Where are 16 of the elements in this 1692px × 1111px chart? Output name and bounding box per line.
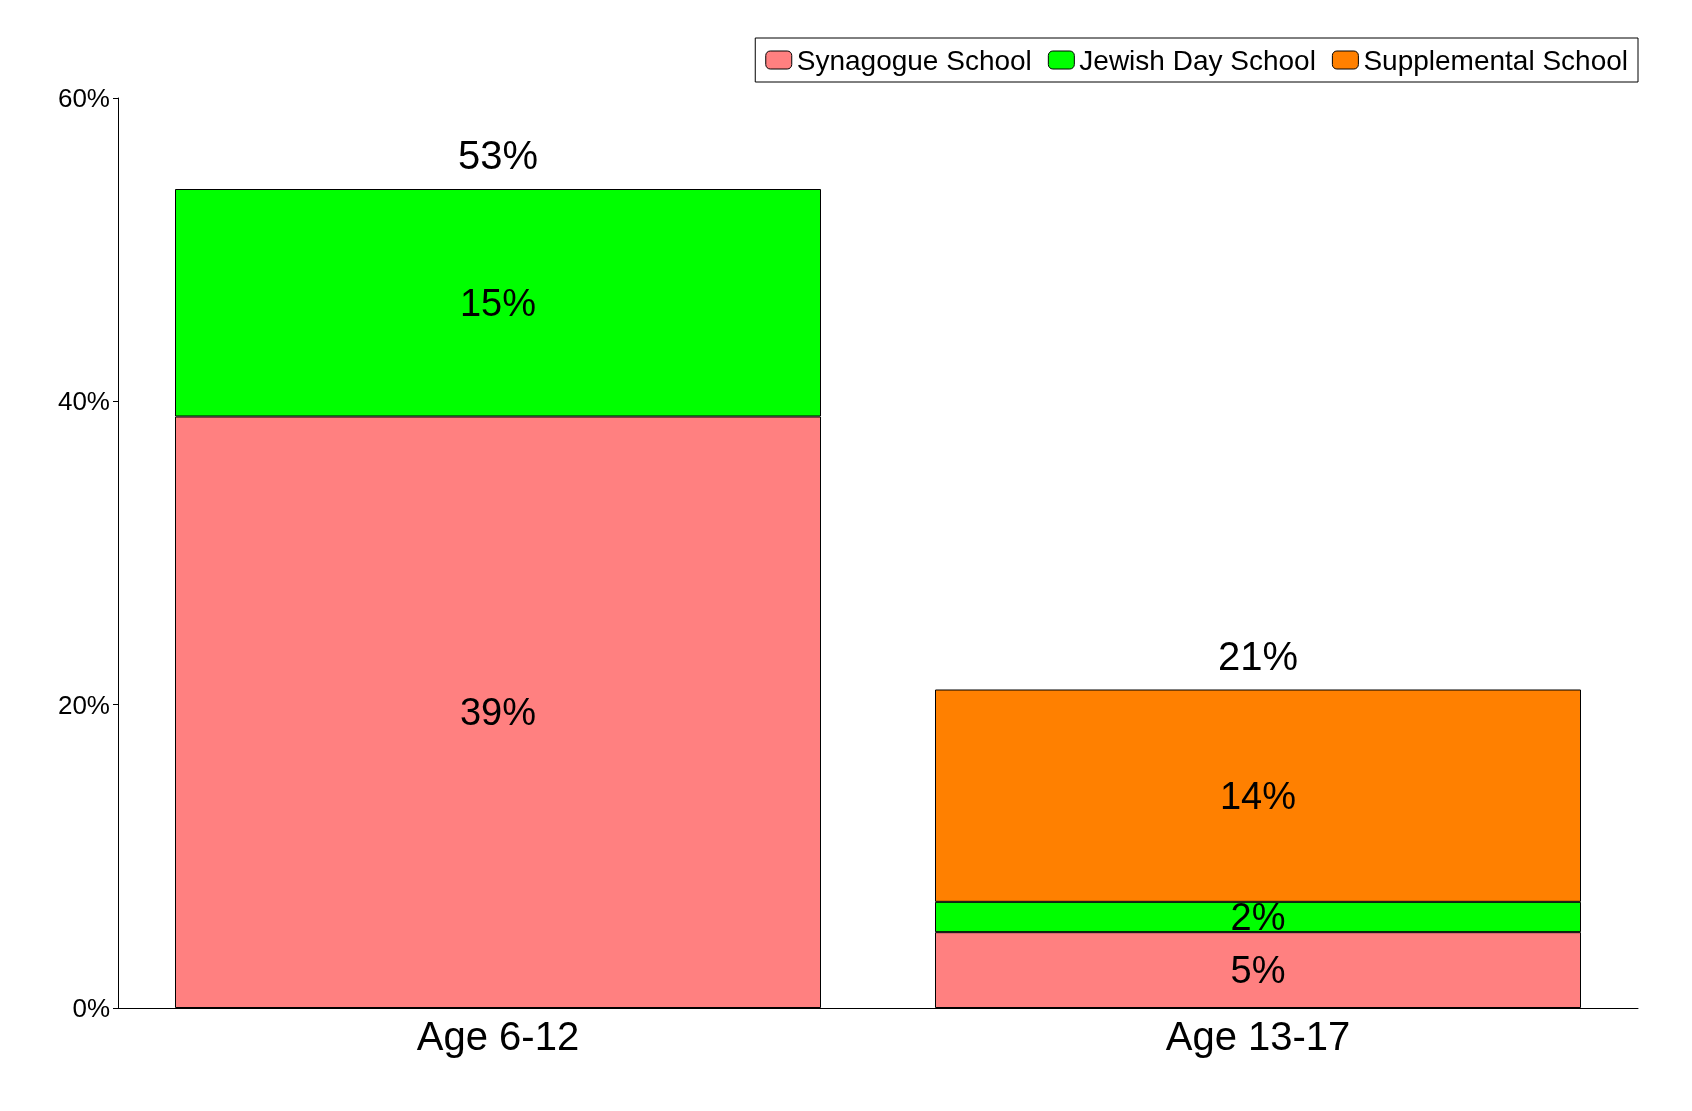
x-tick-label: Age 6-12 — [416, 1014, 580, 1058]
data-label: 39% — [459, 691, 537, 734]
legend-label: Supplemental School — [1363, 44, 1629, 76]
data-label: 2% — [1230, 896, 1286, 938]
data-label: 14% — [1219, 774, 1297, 817]
x-tick-label: Age 13-17 — [1165, 1014, 1351, 1058]
data-label: 5% — [1230, 949, 1286, 992]
y-tick-label: 0% — [72, 993, 110, 1023]
y-tick-label: 40% — [57, 386, 110, 417]
data-label: 15% — [459, 281, 537, 324]
legend-label: Jewish Day School — [1079, 44, 1316, 76]
total-label: 21% — [1217, 633, 1299, 678]
y-tick-label: 60% — [57, 83, 110, 113]
legend-label: Synagogue School — [796, 44, 1032, 76]
total-label: 53% — [457, 133, 539, 177]
y-tick-label: 20% — [57, 689, 110, 720]
